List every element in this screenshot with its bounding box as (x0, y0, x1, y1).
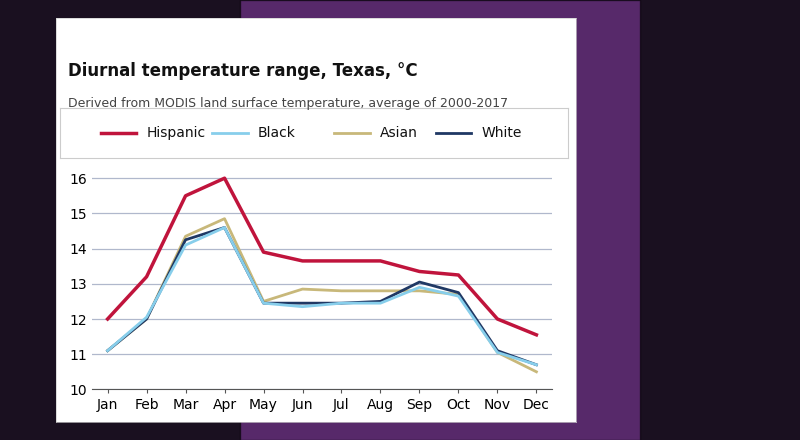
Text: Black: Black (258, 126, 296, 140)
Text: Diurnal temperature range, Texas, °C: Diurnal temperature range, Texas, °C (68, 62, 418, 80)
Text: White: White (482, 126, 522, 140)
Text: Derived from MODIS land surface temperature, average of 2000-2017: Derived from MODIS land surface temperat… (68, 97, 508, 110)
Text: Hispanic: Hispanic (146, 126, 206, 140)
Text: Asian: Asian (380, 126, 418, 140)
FancyBboxPatch shape (240, 0, 640, 440)
